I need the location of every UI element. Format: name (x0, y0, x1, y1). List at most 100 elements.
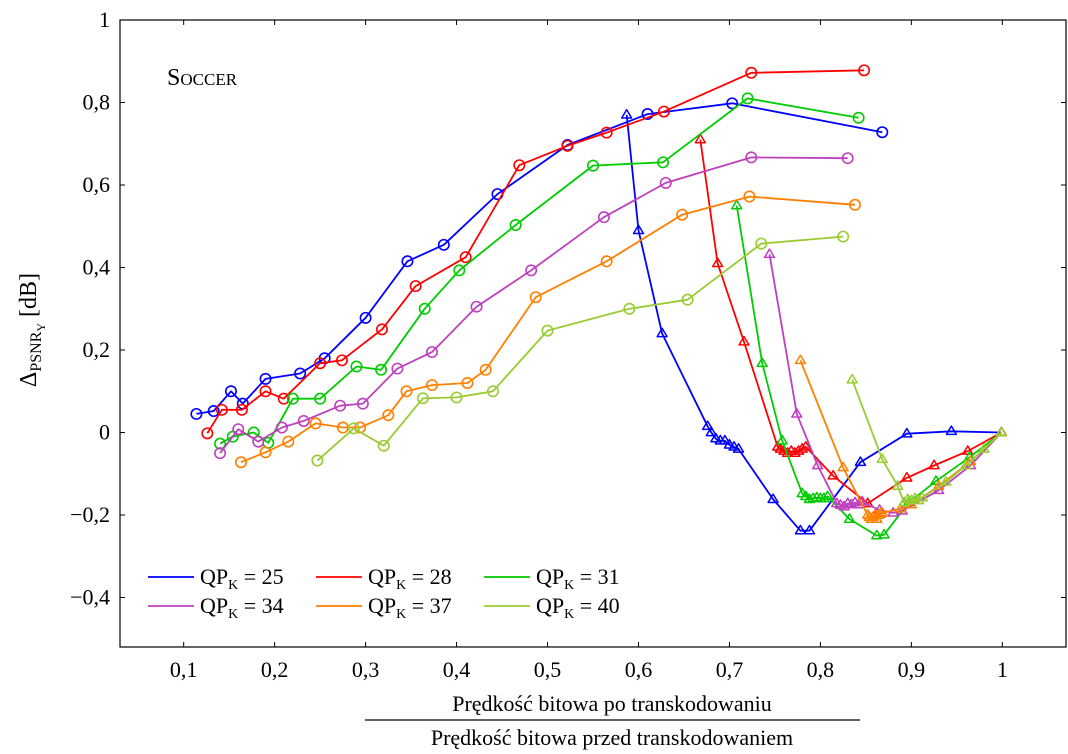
x-tick-label: 0,4 (443, 657, 471, 682)
y-tick-label: 0 (99, 420, 110, 445)
data-point-circle (623, 302, 636, 315)
data-point-circle (282, 435, 295, 448)
data-point-circle (461, 376, 474, 389)
data-point-triangle (894, 502, 907, 513)
legend-item: QPK = 25 (148, 564, 284, 593)
data-point-circle (401, 255, 414, 268)
data-point-circle (600, 126, 613, 139)
data-point-circle (486, 385, 499, 398)
data-point-triangle (803, 524, 816, 535)
data-point-circle (214, 447, 227, 460)
data-point-circle (311, 454, 324, 467)
legend-item: QPK = 31 (484, 564, 620, 593)
data-point-circle (235, 403, 248, 416)
data-point-triangle (898, 496, 910, 507)
data-point-circle (418, 302, 431, 315)
data-point-triangle (791, 407, 803, 418)
data-point-triangle (656, 327, 668, 338)
data-point-triangle (892, 480, 904, 490)
data-point-triangle (796, 443, 808, 453)
series-5 (311, 230, 1008, 507)
data-point-triangle (701, 420, 714, 431)
data-point-triangle (719, 434, 731, 445)
data-point-circle (852, 111, 865, 124)
legend-label: QPK = 40 (536, 593, 620, 622)
data-point-triangle (845, 498, 858, 509)
data-point-circle (416, 392, 429, 405)
series-line-circles (206, 69, 865, 434)
data-point-circle (755, 237, 768, 250)
y-tick-label: 1 (99, 7, 110, 32)
y-tick-label: 0,4 (83, 255, 111, 280)
data-point-circle (232, 423, 245, 436)
data-point-circle (347, 422, 360, 435)
data-point-circle (259, 446, 272, 459)
data-point-triangle (901, 471, 913, 482)
data-point-circle (513, 159, 526, 172)
data-point-triangle (874, 508, 887, 519)
series-4 (234, 190, 1008, 523)
data-point-circle (745, 151, 758, 164)
data-point-circle (657, 156, 670, 169)
data-point-circle (841, 152, 854, 165)
series-0 (190, 97, 1008, 535)
legend-label: QPK = 25 (200, 564, 284, 593)
data-point-triangle (837, 461, 849, 472)
data-point-triangle (872, 509, 885, 519)
data-point-circle (215, 403, 228, 416)
data-point-triangle (800, 440, 812, 451)
data-point-circle (837, 230, 850, 243)
data-point-triangle (960, 459, 972, 470)
series-line-triangles (735, 205, 1002, 537)
data-point-triangle (995, 426, 1008, 437)
x-tick-label: 0,8 (807, 657, 835, 682)
data-point-triangle (876, 453, 888, 464)
data-point-circle (876, 126, 889, 139)
data-point-circle (459, 251, 472, 264)
plot-frame (119, 19, 1067, 648)
x-tick-label: 0,9 (898, 657, 926, 682)
data-point-circle (470, 300, 483, 313)
data-point-circle (741, 92, 754, 105)
legend-item: QPK = 28 (316, 564, 452, 593)
data-point-circle (259, 385, 272, 398)
data-point-circle (541, 324, 554, 337)
data-point-circle (525, 264, 538, 277)
data-point-circle (297, 414, 310, 427)
data-point-circle (350, 360, 363, 373)
axis-ticks (120, 19, 1066, 647)
data-point-circle (529, 291, 542, 304)
data-point-circle (858, 64, 871, 77)
y-tick-label: 0,8 (83, 90, 111, 115)
y-tick-label: −0,4 (70, 585, 110, 610)
series-layer (190, 64, 1008, 540)
legend-item: QPK = 34 (148, 593, 284, 622)
data-point-circle (659, 176, 672, 189)
data-point-circle (375, 363, 388, 376)
data-point-triangle (711, 257, 724, 268)
series-line-circles (219, 97, 859, 445)
data-point-circle (676, 208, 689, 221)
series-2 (214, 92, 1008, 540)
legend-label: QPK = 31 (536, 564, 620, 593)
series-line-triangles (851, 379, 1003, 504)
legend-label: QPK = 37 (368, 593, 452, 622)
data-point-triangle (912, 494, 925, 505)
x-tick-label: 1 (997, 657, 1008, 682)
data-point-circle (509, 219, 522, 232)
data-point-circle (586, 159, 599, 172)
data-point-triangle (694, 133, 707, 144)
legend-item: QPK = 37 (316, 593, 452, 622)
data-point-circle (391, 362, 404, 375)
series-line-circles (196, 102, 883, 415)
data-point-triangle (767, 493, 779, 504)
x-tick-label: 0,2 (261, 657, 289, 682)
data-point-circle (597, 211, 610, 224)
data-point-circle (400, 385, 413, 398)
series-line-circles (219, 156, 848, 454)
x-axis-label-denominator: Prędkość bitowa przed transkodowaniem (431, 725, 793, 750)
data-point-circle (234, 456, 247, 469)
data-point-triangle (843, 513, 856, 523)
data-point-circle (314, 392, 327, 405)
